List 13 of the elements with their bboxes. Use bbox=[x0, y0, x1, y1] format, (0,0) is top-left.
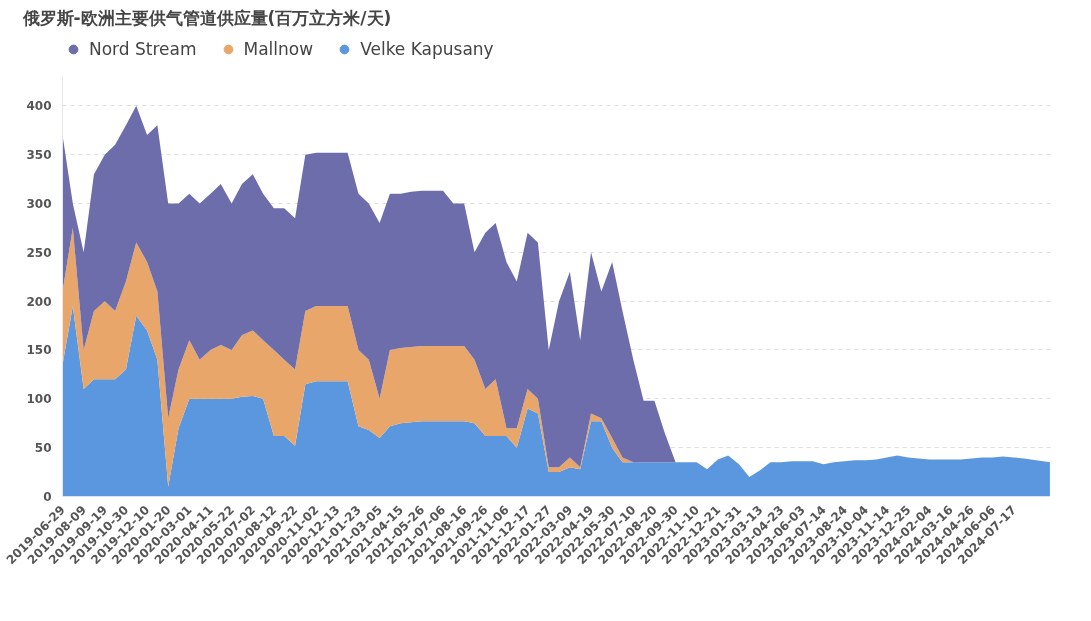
y-tick-label: 350 bbox=[26, 148, 52, 163]
chart-title: 俄罗斯-欧洲主要供气管道供应量(百万立方米/天) bbox=[21, 7, 392, 28]
legend-label: Velke Kapusany bbox=[360, 39, 494, 59]
y-tick-label: 150 bbox=[26, 343, 52, 358]
y-tick-label: 50 bbox=[34, 441, 52, 456]
y-tick-label: 200 bbox=[26, 294, 52, 309]
y-tick-label: 400 bbox=[26, 99, 52, 114]
y-tick-label: 100 bbox=[26, 392, 52, 407]
y-tick-label: 250 bbox=[26, 245, 52, 260]
y-tick-label: 300 bbox=[26, 196, 52, 211]
y-tick-label: 0 bbox=[43, 490, 52, 504]
legend-label: Nord Stream bbox=[89, 39, 197, 59]
legend-label: Mallnow bbox=[243, 39, 314, 59]
